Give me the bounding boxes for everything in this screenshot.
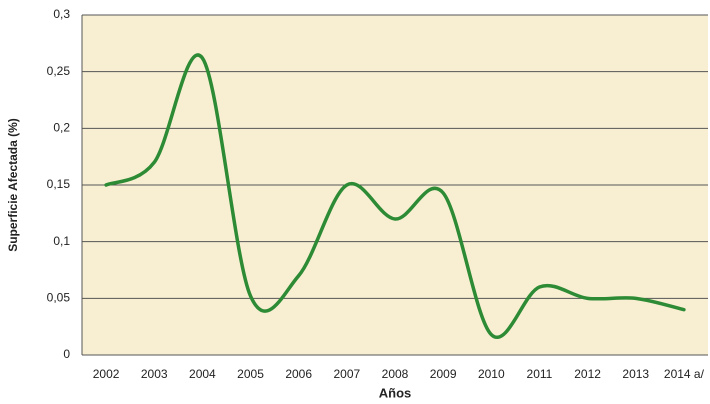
x-axis-label: Años [379, 385, 412, 400]
x-tick-label: 2011 [527, 367, 553, 381]
x-tick-label: 2005 [237, 367, 264, 381]
x-tick-label: 2014 a/ [664, 367, 705, 381]
y-tick-label: 0,3 [53, 7, 70, 21]
y-tick-label: 0,2 [53, 121, 70, 135]
x-tick-label: 2003 [141, 367, 168, 381]
x-tick-label: 2002 [93, 367, 120, 381]
x-tick-label: 2007 [333, 367, 360, 381]
x-tick-label: 2012 [574, 367, 601, 381]
x-tick-label: 2004 [189, 367, 216, 381]
y-tick-label: 0,05 [47, 291, 71, 305]
y-tick-label: 0,25 [47, 64, 71, 78]
x-tick-label: 2013 [622, 367, 649, 381]
y-tick-label: 0 [63, 347, 70, 361]
data-line [104, 53, 686, 339]
x-tick-label: 2006 [285, 367, 312, 381]
y-tick-label: 0,1 [53, 234, 70, 248]
y-axis-label: Superficie Afectada (%) [6, 118, 20, 252]
y-tick-label: 0,15 [47, 177, 71, 191]
x-tick-label: 2008 [382, 367, 409, 381]
x-tick-label: 2009 [430, 367, 457, 381]
x-tick-label: 2010 [478, 367, 505, 381]
